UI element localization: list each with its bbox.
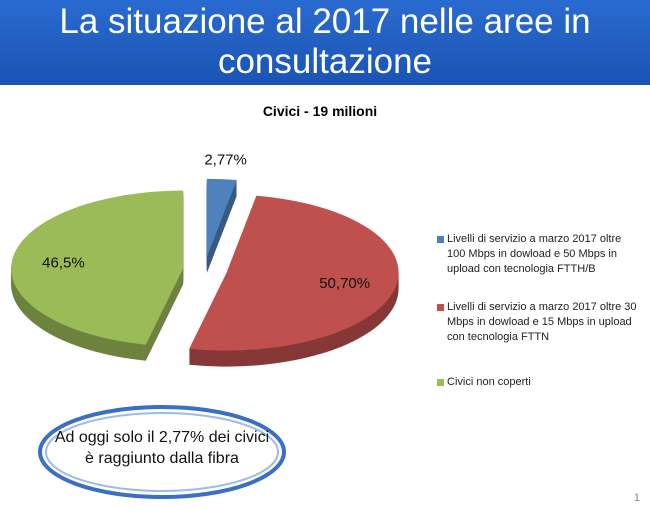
slice [206, 178, 237, 257]
callout-text: Ad oggi solo il 2,77% dei civici è raggi… [54, 429, 270, 467]
value-label: 2,77% [204, 152, 247, 169]
value-label: 50,70% [319, 275, 370, 292]
page-number: 1 [633, 492, 640, 504]
chart-title: Civici - 19 milioni [263, 103, 377, 119]
legend-label: Civici non coperti [447, 376, 531, 388]
slice [189, 195, 399, 351]
header-band: La situazione al 2017 nelle aree in cons… [0, 0, 650, 85]
callout-ellipse [38, 405, 286, 499]
value-label: 46,5% [42, 255, 85, 272]
legend-label: Livelli di servizio a marzo 2017 oltre 1… [447, 233, 622, 275]
legend-label: Livelli di servizio a marzo 2017 oltre 3… [447, 301, 637, 343]
legend-swatch [437, 236, 444, 243]
callout-inner [45, 412, 279, 492]
slice [11, 190, 184, 345]
legend-swatch [437, 379, 444, 386]
legend-swatch [437, 304, 444, 311]
slide-title: La situazione al 2017 nelle aree in cons… [59, 2, 591, 81]
chart: Civici - 19 milioni 2,77% 50,70% 46,5% [11, 103, 399, 499]
